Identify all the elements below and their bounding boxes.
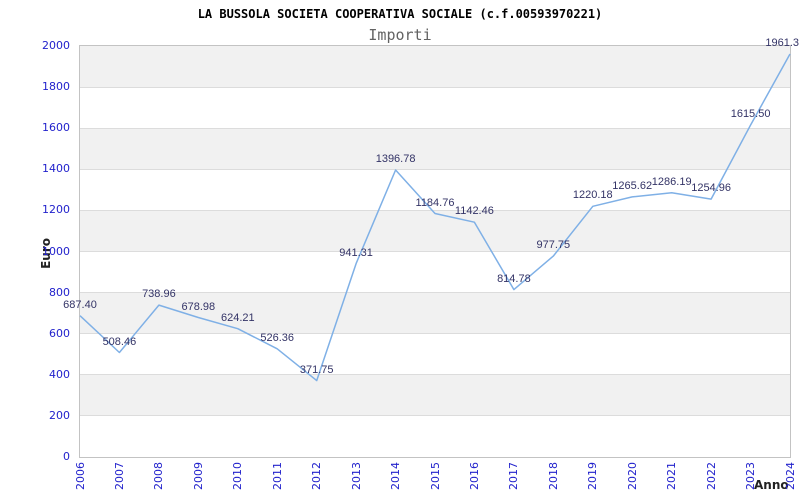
data-point-label: 687.40	[63, 298, 97, 311]
data-point-label: 526.36	[260, 331, 295, 344]
x-tick-label: 2012	[310, 462, 324, 490]
data-point-label: 1142.46	[454, 205, 494, 218]
x-tick-label: 2019	[586, 462, 600, 490]
x-axis-title: Anno	[754, 478, 789, 492]
x-tick-label: 2016	[467, 462, 481, 490]
y-tick-label: 1400	[42, 162, 70, 176]
x-tick-label: 2011	[270, 462, 284, 490]
plot-area	[79, 45, 791, 458]
data-point-label: 678.98	[181, 300, 216, 313]
x-tick-label: 2024	[783, 462, 797, 490]
y-tick-label: 800	[49, 285, 70, 299]
horizontal-band	[80, 87, 790, 129]
y-tick-label: 1000	[42, 244, 70, 258]
horizontal-band	[80, 333, 790, 375]
data-point-label: 977.75	[536, 239, 571, 252]
data-point-label: 1220.18	[572, 189, 613, 202]
y-tick-label: 1200	[42, 203, 70, 217]
x-tick-label: 2017	[507, 462, 521, 490]
horizontal-band	[80, 374, 790, 416]
grid-line	[80, 168, 790, 170]
y-tick-label: 0	[63, 450, 70, 463]
x-tick-label: 2009	[191, 462, 205, 490]
grid-line	[80, 86, 790, 88]
x-tick-label: 2015	[428, 462, 442, 490]
data-point-label: 371.75	[299, 363, 334, 376]
data-point-label: 1184.76	[415, 196, 455, 209]
x-tick-label: 2018	[546, 462, 560, 490]
x-tick-label: 2013	[349, 462, 363, 490]
data-point-label: 738.96	[142, 288, 176, 301]
chart-subtitle: Importi	[368, 26, 432, 44]
horizontal-band	[80, 415, 790, 457]
y-tick-label: 200	[49, 408, 70, 422]
y-tick-label: 600	[49, 326, 70, 340]
x-tick-label: 2010	[231, 462, 245, 490]
data-point-label: 1254.96	[691, 182, 731, 195]
data-point-label: 1286.19	[651, 175, 692, 188]
data-point-label: 508.46	[102, 335, 137, 348]
data-point-label: 941.31	[339, 246, 373, 259]
x-tick-label: 2007	[112, 462, 126, 490]
data-point-label: 1396.78	[375, 153, 416, 165]
chart-title: LA BUSSOLA SOCIETA COOPERATIVA SOCIALE (…	[197, 7, 603, 21]
grid-line	[80, 374, 790, 376]
x-tick-label: 2021	[665, 462, 679, 490]
x-tick-label: 2023	[744, 462, 758, 490]
x-tick-label: 2014	[389, 462, 403, 490]
data-point-label: 1961.3	[765, 37, 799, 49]
grid-line	[80, 251, 790, 252]
x-tick-label: 2008	[152, 462, 166, 490]
y-tick-label: 400	[49, 367, 70, 381]
data-point-label: 1615.50	[730, 108, 771, 120]
y-tick-label: 1600	[42, 121, 70, 135]
y-tick-label: 1800	[42, 80, 70, 94]
data-point-label: 624.21	[220, 311, 255, 324]
x-tick-label: 2006	[73, 462, 87, 490]
grid-line	[80, 333, 790, 335]
y-tick-label: 2000	[42, 39, 70, 52]
grid-line	[80, 415, 790, 417]
data-point-label: 1265.62	[612, 179, 653, 192]
horizontal-band	[80, 46, 790, 88]
data-point-label: 814.78	[497, 272, 531, 285]
x-tick-label: 2022	[704, 462, 718, 490]
horizontal-band	[80, 251, 790, 293]
grid-line	[80, 127, 790, 129]
x-tick-label: 2020	[625, 462, 639, 490]
